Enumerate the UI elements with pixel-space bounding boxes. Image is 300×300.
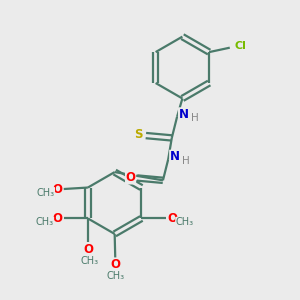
Text: CH₃: CH₃: [35, 217, 54, 227]
Text: H: H: [191, 113, 199, 123]
Text: O: O: [52, 212, 62, 225]
Text: O: O: [52, 182, 62, 196]
Text: CH₃: CH₃: [106, 271, 124, 281]
Text: O: O: [110, 258, 120, 271]
Text: Cl: Cl: [234, 41, 246, 51]
Text: O: O: [83, 243, 94, 256]
Text: S: S: [134, 128, 143, 142]
Text: O: O: [126, 171, 136, 184]
Text: N: N: [170, 150, 180, 163]
Text: H: H: [182, 156, 190, 166]
Text: CH₃: CH₃: [176, 217, 194, 227]
Text: O: O: [167, 212, 177, 225]
Text: N: N: [178, 108, 189, 121]
Text: CH₃: CH₃: [80, 256, 98, 266]
Text: CH₃: CH₃: [36, 188, 55, 197]
